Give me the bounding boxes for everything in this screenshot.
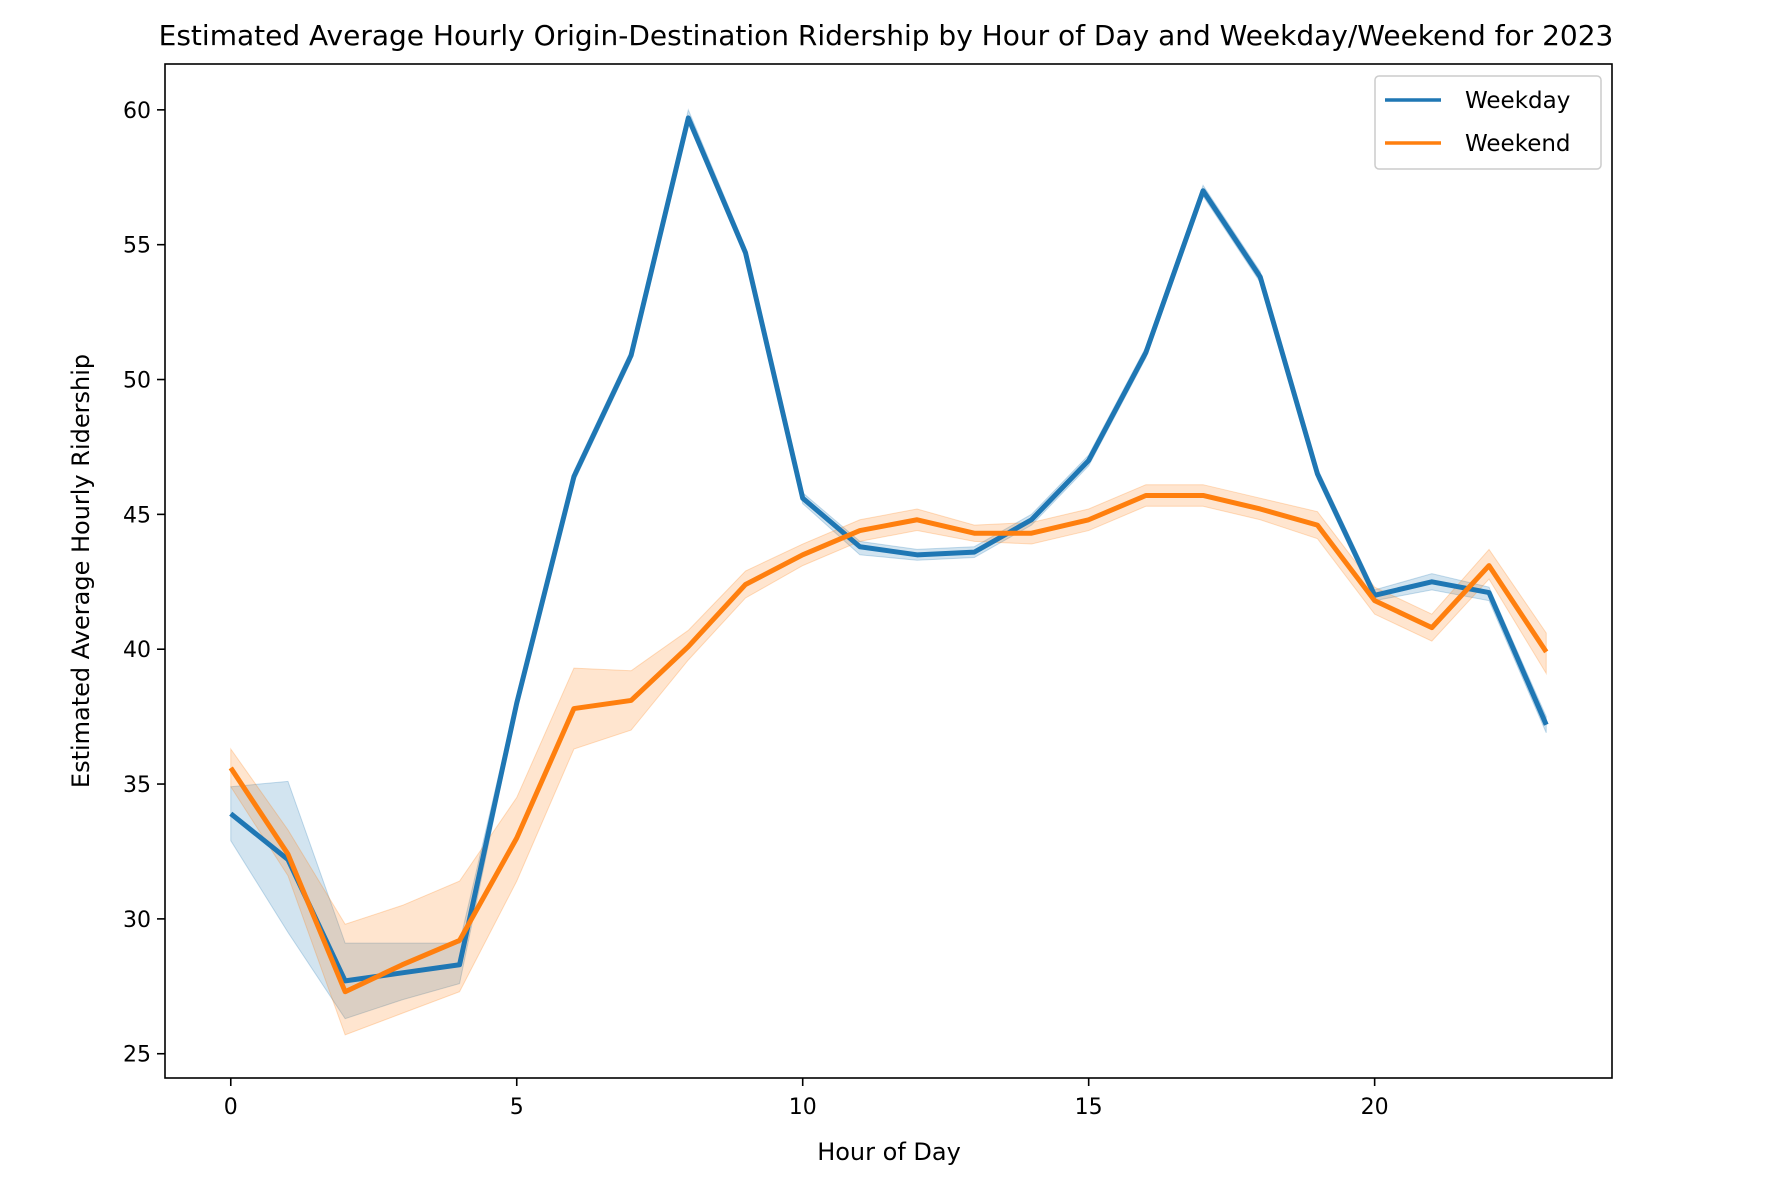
data-point-weekend	[1429, 625, 1434, 630]
legend-label-weekday: Weekday	[1465, 88, 1570, 114]
data-point-weekend	[457, 938, 462, 943]
data-point-weekend	[1201, 493, 1206, 498]
data-point-weekday	[228, 811, 233, 816]
y-tick-label: 40	[123, 638, 151, 663]
data-point-weekend	[743, 582, 748, 587]
data-point-weekday	[1029, 517, 1034, 522]
data-point-weekday	[915, 552, 920, 557]
data-point-weekend	[1086, 517, 1091, 522]
data-point-weekend	[1143, 493, 1148, 498]
data-point-weekend	[285, 852, 290, 857]
series-lines	[228, 115, 1549, 995]
data-point-weekend	[1487, 563, 1492, 568]
chart-title: Estimated Average Hourly Origin-Destinat…	[159, 19, 1614, 52]
data-point-weekend	[228, 765, 233, 770]
y-tick-label: 25	[123, 1043, 151, 1068]
y-axis-label: Estimated Average Hourly Ridership	[67, 354, 95, 788]
data-point-weekday	[1086, 458, 1091, 463]
data-point-weekend	[629, 698, 634, 703]
data-point-weekday	[857, 544, 862, 549]
y-tick-label: 30	[123, 908, 151, 933]
data-point-weekday	[800, 496, 805, 501]
data-point-weekend	[1029, 531, 1034, 536]
x-axis-ticks: 0 5 10 15 20	[224, 1078, 1389, 1120]
x-tick-label: 10	[789, 1095, 817, 1120]
y-tick-label: 50	[123, 369, 151, 394]
data-point-weekday	[571, 474, 576, 479]
data-point-weekday	[1201, 188, 1206, 193]
x-axis-label: Hour of Day	[817, 1138, 961, 1166]
y-axis-ticks: 25 30 35 40 45 50 55 60	[123, 99, 165, 1068]
data-point-weekday	[1429, 579, 1434, 584]
data-point-weekday	[1544, 722, 1549, 727]
y-tick-label: 35	[123, 773, 151, 798]
legend-label-weekend: Weekend	[1465, 131, 1571, 157]
x-tick-label: 20	[1361, 1095, 1389, 1120]
y-tick-label: 45	[123, 503, 151, 528]
confidence-bands	[230, 108, 1547, 1036]
data-point-weekend	[686, 644, 691, 649]
x-tick-label: 5	[510, 1095, 524, 1120]
x-tick-label: 15	[1075, 1095, 1103, 1120]
data-point-weekday	[400, 970, 405, 975]
data-point-weekday	[1143, 350, 1148, 355]
data-point-weekday	[1258, 275, 1263, 280]
data-point-weekday	[514, 701, 519, 706]
x-tick-label: 0	[224, 1095, 238, 1120]
data-point-weekday	[972, 550, 977, 555]
data-point-weekend	[1258, 506, 1263, 511]
data-point-weekend	[1372, 598, 1377, 603]
data-point-weekend	[1544, 649, 1549, 654]
data-point-weekday	[1315, 471, 1320, 476]
data-point-weekend	[915, 517, 920, 522]
data-point-weekday	[457, 962, 462, 967]
data-point-weekend	[972, 531, 977, 536]
y-tick-label: 55	[123, 234, 151, 259]
data-point-weekend	[343, 989, 348, 994]
series-line-weekday	[229, 115, 1549, 984]
y-tick-label: 60	[123, 99, 151, 124]
legend: Weekday Weekend	[1374, 75, 1602, 170]
data-point-weekday	[743, 250, 748, 255]
data-point-weekend	[571, 706, 576, 711]
data-point-weekend	[800, 552, 805, 557]
plot-frame	[164, 63, 1613, 1079]
data-point-weekend	[857, 528, 862, 533]
series-line-weekend	[228, 492, 1549, 995]
data-point-weekday	[629, 353, 634, 358]
data-point-weekend	[400, 962, 405, 967]
data-point-weekend	[1315, 523, 1320, 528]
data-point-weekday	[686, 115, 691, 120]
data-point-weekday	[1487, 590, 1492, 595]
data-point-weekend	[514, 835, 519, 840]
